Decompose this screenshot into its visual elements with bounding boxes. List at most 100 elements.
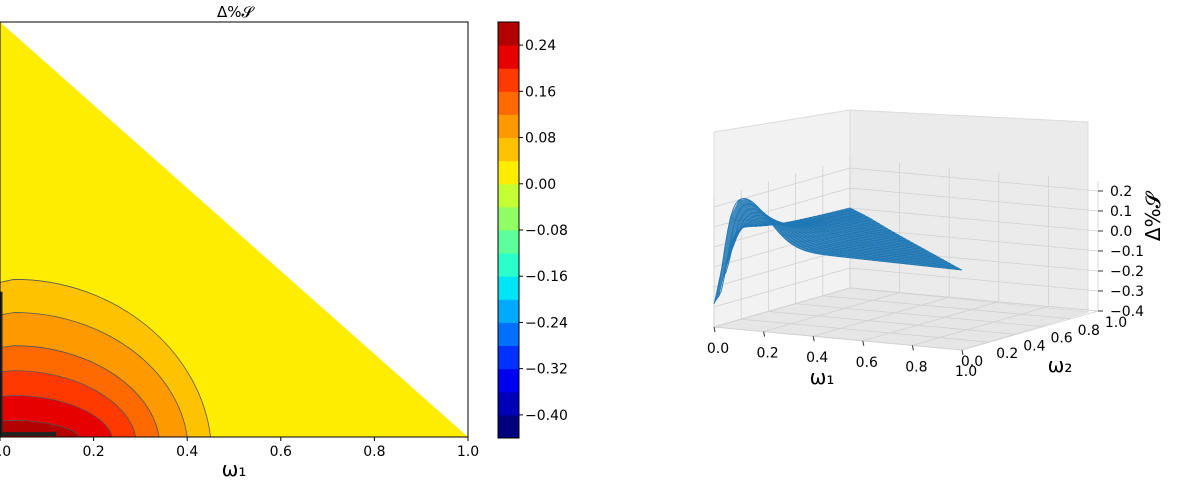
surface-wire: [736, 217, 944, 261]
surface-wire: [809, 217, 884, 227]
surface-z-tick-label: −0.2: [1110, 264, 1144, 280]
surface-z-tick-label: 0.1: [1110, 204, 1132, 220]
grid-line: [768, 311, 1017, 335]
grid-line: [849, 287, 1099, 312]
colorbar-tick-label: 0.00: [525, 177, 556, 193]
contour-fill: [0, 22, 468, 438]
surface-x-axis: 0.0 0.2 0.4 0.6 0.8 1.0: [707, 326, 977, 380]
surface-wire: [795, 220, 895, 234]
surface-x-tick-label: 0.4: [806, 350, 828, 366]
grid-line: [795, 303, 1044, 327]
grid-line: [741, 318, 990, 343]
contour-frame: [0, 21, 469, 438]
contour-x-tick-label: 0.6: [270, 444, 292, 460]
grid-line: [713, 167, 851, 208]
colorbar-block: [498, 276, 519, 300]
grid-line: [713, 287, 851, 328]
surface-z-axis: 0.2 0.1 0.0 −0.1 −0.2 −0.3 −0.4: [1098, 184, 1144, 320]
colorbar-block: [498, 206, 519, 231]
colorbar-block: [498, 183, 519, 208]
surface-wire: [722, 208, 955, 278]
surface-wire: [800, 219, 892, 232]
grid-line: [961, 310, 1099, 351]
surface-x-tick: [812, 336, 815, 342]
surface-wire: [731, 214, 948, 263]
surface-x-tick-label: 0.2: [756, 346, 778, 362]
grid-line: [813, 296, 950, 337]
grid-line: [849, 267, 1099, 292]
colorbar-block: [498, 230, 519, 254]
colorbar-tick-label: −0.32: [525, 362, 568, 378]
colorbar-block: [498, 91, 519, 115]
surface-wire: [840, 209, 858, 212]
colorbar-ticks: 0.24 0.16 0.08 0.00 −0.08 −0.16 −0.24 −0.32 −0.4…: [519, 38, 568, 424]
surface-x-tick: [862, 340, 865, 346]
colorbar-block: [498, 160, 519, 185]
surface-wire: [745, 220, 936, 256]
surface-z-label: Δ%𝓢: [1141, 190, 1165, 241]
surface-wire: [845, 208, 854, 211]
colorbar-tick-label: −0.16: [525, 269, 568, 285]
colorbar-block: [498, 368, 519, 393]
colorbar-tick-label: −0.24: [525, 315, 568, 331]
surface-wire: [750, 221, 933, 254]
surface-x-tick-label: 0.6: [856, 355, 878, 371]
contour-x-tick-label: 0.4: [176, 444, 198, 460]
surface-x-tick-label: 0.8: [905, 359, 927, 375]
surface-z-tick-label: 0.0: [1110, 224, 1132, 240]
grid-line: [912, 306, 1049, 346]
colorbar-block: [498, 114, 519, 139]
contour-x-tick-label: 1.0: [457, 444, 479, 460]
surface-wire: [813, 216, 880, 225]
surface-wire: [791, 220, 899, 236]
colorbar-block: [498, 322, 519, 347]
colorbar-tick-label: 0.24: [525, 38, 556, 54]
surface-x-label: ω₁: [810, 365, 835, 389]
colorbar-blocks: [498, 22, 519, 439]
grid-line: [713, 326, 963, 351]
surface-x-tick-label: 0.0: [707, 341, 729, 357]
surface-wire: [818, 215, 877, 223]
surface-y-tick-label: 0.2: [996, 346, 1018, 362]
surface-wire: [827, 212, 869, 218]
contour-x-tick-label: 0.2: [82, 444, 104, 460]
grid-line: [849, 187, 1099, 212]
colorbar-block: [498, 45, 519, 69]
colorbar-block: [498, 22, 519, 46]
surface-wire: [777, 223, 910, 242]
colorbar-block: [498, 299, 519, 323]
surface-y-tick-label: 0.0: [961, 354, 983, 370]
contour-x-axis: 0.0 0.2 0.4 0.6 0.8 1.0: [0, 437, 479, 460]
colorbar-block: [498, 68, 519, 92]
surface-wire: [741, 219, 940, 259]
surface-wire: [782, 222, 907, 240]
contour-edge-band: [0, 291, 3, 437]
colorbar-tick-label: −0.40: [525, 408, 568, 424]
contour-x-tick-label: 0.0: [0, 444, 11, 460]
contour-x-label: ω₁: [222, 457, 247, 481]
surface-panes: [713, 109, 1089, 351]
surface-y-label: ω₂: [1048, 353, 1073, 377]
surface-wire: [713, 198, 963, 304]
grid-line: [849, 207, 1099, 232]
colorbar-block: [498, 414, 519, 439]
surface-y-tick-label: 0.8: [1078, 323, 1100, 339]
contour-chart: Δ%𝓢 0.0 0.2 0.4 0.6 0.8 1.0 ω₁: [0, 3, 479, 481]
colorbar-tick-label: 0.08: [525, 131, 556, 147]
surface-wire: [718, 203, 959, 298]
surface-z-tick-label: −0.4: [1110, 304, 1144, 320]
surface-wire: [836, 210, 862, 214]
surface-wire: [831, 211, 865, 216]
surface-x-tick: [911, 345, 914, 351]
surface-wire: [786, 221, 903, 238]
surface-wire: [804, 218, 888, 229]
surface-wire: [822, 213, 873, 220]
colorbar-tick-label: −0.08: [525, 223, 568, 239]
grid-line: [763, 292, 900, 332]
surface-x-tick: [763, 331, 766, 337]
surface-y-axis: 0.0 0.2 0.4 0.6 0.8 1.0: [961, 315, 1127, 370]
colorbar: 0.24 0.16 0.08 0.00 −0.08 −0.16 −0.24 −0.32 −0.4…: [497, 21, 568, 439]
colorbar-tick-label: 0.16: [525, 84, 556, 100]
surface-chart: 0.0 0.2 0.4 0.6 0.8 1.0 0.0 0.2 0.4 0.6 0.8 1.0 0.…: [707, 109, 1165, 389]
